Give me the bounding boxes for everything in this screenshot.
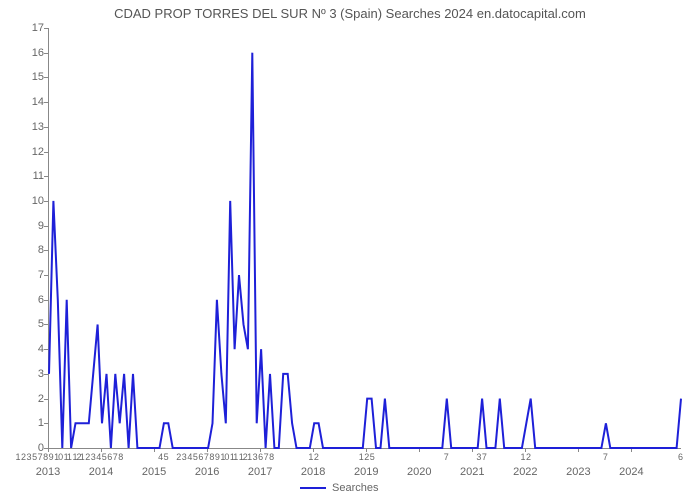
y-tick-label: 2 bbox=[4, 393, 44, 405]
y-tick-label: 15 bbox=[4, 71, 44, 83]
x-month-label: 1 3 6 7 8 bbox=[247, 452, 273, 462]
plot-area bbox=[48, 28, 681, 449]
x-year-label: 2021 bbox=[460, 466, 484, 478]
y-tick-label: 1 bbox=[4, 417, 44, 429]
x-month-label: 1 2 5 bbox=[359, 452, 374, 462]
y-tick-label: 11 bbox=[4, 170, 44, 182]
x-month-label: 1 2 3 4 5 6 7 8 bbox=[80, 452, 123, 462]
y-tick-label: 16 bbox=[4, 47, 44, 59]
x-year-label: 2018 bbox=[301, 466, 325, 478]
y-tick-label: 10 bbox=[4, 195, 44, 207]
x-month-label: 7 bbox=[603, 452, 607, 462]
x-year-label: 2016 bbox=[195, 466, 219, 478]
y-tick-label: 14 bbox=[4, 96, 44, 108]
y-tick-label: 5 bbox=[4, 318, 44, 330]
series-line bbox=[49, 53, 681, 448]
y-tick-label: 9 bbox=[4, 220, 44, 232]
x-year-label: 2020 bbox=[407, 466, 431, 478]
y-tick-label: 8 bbox=[4, 244, 44, 256]
x-year-label: 2024 bbox=[619, 466, 643, 478]
x-year-label: 2022 bbox=[513, 466, 537, 478]
y-tick-label: 4 bbox=[4, 343, 44, 355]
x-year-label: 2019 bbox=[354, 466, 378, 478]
y-tick-label: 6 bbox=[4, 294, 44, 306]
x-month-label: 7 bbox=[444, 452, 448, 462]
y-tick-label: 12 bbox=[4, 146, 44, 158]
legend-line-swatch bbox=[300, 487, 326, 489]
x-year-label: 2013 bbox=[36, 466, 60, 478]
y-tick-label: 7 bbox=[4, 269, 44, 281]
chart-title: CDAD PROP TORRES DEL SUR Nº 3 (Spain) Se… bbox=[0, 6, 700, 21]
y-tick-label: 13 bbox=[4, 121, 44, 133]
legend: Searches bbox=[300, 482, 378, 494]
legend-label: Searches bbox=[332, 482, 378, 494]
chart-container: CDAD PROP TORRES DEL SUR Nº 3 (Spain) Se… bbox=[0, 0, 700, 500]
x-month-label: 6 bbox=[678, 452, 682, 462]
x-month-label: 3 7 bbox=[476, 452, 486, 462]
y-tick-label: 3 bbox=[4, 368, 44, 380]
y-tick-label: 17 bbox=[4, 22, 44, 34]
x-month-label: 1 2 bbox=[521, 452, 531, 462]
x-month-label: 1 2 bbox=[308, 452, 318, 462]
x-month-label: 4 5 bbox=[158, 452, 168, 462]
x-year-label: 2015 bbox=[142, 466, 166, 478]
x-year-label: 2014 bbox=[89, 466, 113, 478]
x-month-label: 2 3 4 5 6 7 8 9 10 11 12 bbox=[176, 452, 246, 462]
line-series-svg bbox=[49, 28, 681, 448]
x-month-label: 1 2 3 5 7 8 9 10 11 12 bbox=[16, 452, 81, 462]
x-year-label: 2023 bbox=[566, 466, 590, 478]
x-year-label: 2017 bbox=[248, 466, 272, 478]
